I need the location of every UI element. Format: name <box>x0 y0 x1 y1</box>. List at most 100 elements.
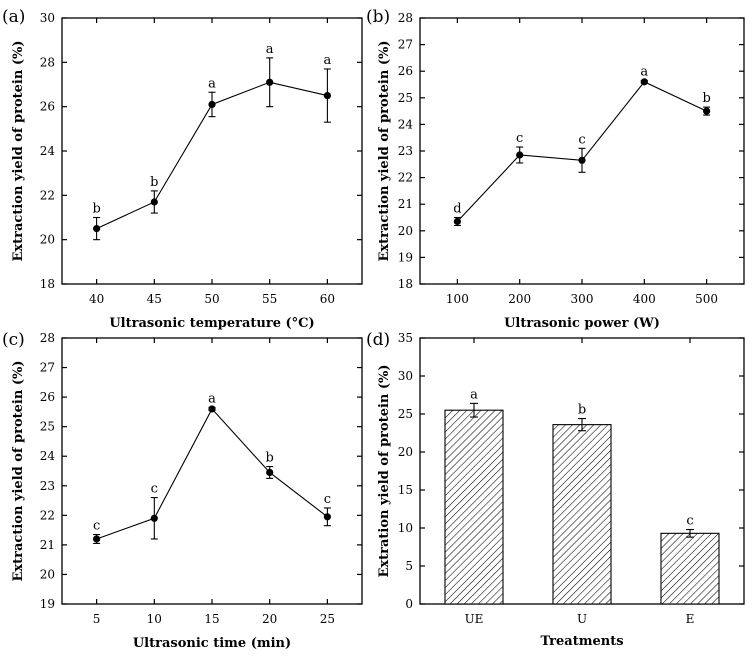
y-tick-label: 23 <box>40 479 55 493</box>
y-tick-label: 25 <box>398 407 413 421</box>
plot-frame <box>61 337 363 605</box>
data-point <box>150 514 158 522</box>
y-tick-label: 22 <box>40 508 55 522</box>
data-point <box>578 156 586 164</box>
panel-letter: (b) <box>366 7 390 27</box>
y-tick-label: 28 <box>40 331 55 345</box>
y-tick-label: 15 <box>398 483 413 497</box>
x-tick-label: 55 <box>262 292 277 306</box>
y-tick-label: 0 <box>405 597 413 611</box>
significance-label: c <box>686 514 693 529</box>
bar <box>444 409 504 605</box>
significance-label: b <box>150 175 158 190</box>
significance-label: c <box>324 492 331 507</box>
y-tick-label: 24 <box>40 449 56 463</box>
x-tick-label: 15 <box>204 612 219 626</box>
plot-frame <box>61 17 363 285</box>
data-point <box>208 405 216 413</box>
x-tick-label: 300 <box>571 292 594 306</box>
data-point <box>453 217 461 226</box>
y-tick-label: 26 <box>40 390 55 404</box>
significance-label: c <box>151 482 158 497</box>
y-tick-label: 18 <box>40 277 55 291</box>
y-tick-label: 25 <box>398 91 413 105</box>
y-tick-label: 20 <box>40 233 55 247</box>
chart-panel-a: (a) 18 20 22 24 26 28 30 40 45 50 55 60 Ultrasonic te… <box>2 7 363 331</box>
y-tick-label: 28 <box>40 55 55 69</box>
y-tick-label: 21 <box>398 197 413 211</box>
significance-label: c <box>93 519 100 534</box>
significance-label: a <box>208 76 216 91</box>
significance-label: a <box>266 42 274 57</box>
significance-label: c <box>516 131 523 146</box>
y-tick-label: 26 <box>398 64 413 78</box>
x-tick-label: 500 <box>695 292 718 306</box>
data-point <box>93 535 101 543</box>
significance-label: b <box>578 403 586 418</box>
y-tick-label: 5 <box>405 559 413 573</box>
x-tick-label: 50 <box>204 292 219 306</box>
significance-label: b <box>702 91 710 106</box>
data-point <box>266 468 274 477</box>
x-axis-label: Treatments <box>540 634 623 649</box>
y-tick-label: 18 <box>398 277 413 291</box>
x-tick-label: U <box>577 612 587 626</box>
y-tick-label: 27 <box>398 38 413 52</box>
data-point <box>323 91 331 100</box>
x-tick-label: 100 <box>446 292 469 306</box>
x-tick-label: 40 <box>89 292 104 306</box>
y-tick-label: 30 <box>398 369 413 383</box>
y-tick-label: 25 <box>40 420 55 434</box>
x-axis-label: Ultrasonic power (W) <box>504 316 660 331</box>
data-point <box>703 107 711 115</box>
x-axis-label: Ultrasonic time (min) <box>133 636 291 651</box>
data-point <box>208 100 216 109</box>
y-tick-label: 24 <box>398 117 414 131</box>
y-tick-label: 22 <box>40 188 55 202</box>
y-tick-label: 19 <box>40 597 55 611</box>
significance-label: a <box>470 387 478 402</box>
data-point <box>93 224 101 233</box>
x-axis-label: Ultrasonic temperature (°C) <box>109 316 314 331</box>
y-tick-label: 26 <box>40 100 55 114</box>
significance-label: b <box>266 451 274 466</box>
chart-panel-b: (b) 18 19 20 21 22 23 24 25 26 27 28 100 200 300 400 500… <box>366 7 745 331</box>
x-tick-label: 45 <box>147 292 162 306</box>
significance-label: a <box>324 53 332 68</box>
y-tick-label: 22 <box>398 171 413 185</box>
data-point <box>150 198 158 206</box>
x-tick-label: 400 <box>633 292 656 306</box>
x-tick-label: 10 <box>147 612 162 626</box>
bar <box>552 424 612 605</box>
y-tick-label: 20 <box>40 567 55 581</box>
y-tick-label: 21 <box>40 538 55 552</box>
significance-label: c <box>578 132 585 147</box>
data-point <box>266 78 274 86</box>
y-axis-label: Extraction yield of protein (%) <box>11 40 26 261</box>
y-axis-label: Extraction yield of protein (%) <box>11 360 26 581</box>
data-point <box>516 151 524 159</box>
bar <box>660 532 720 605</box>
y-tick-label: 30 <box>40 11 55 25</box>
x-tick-label: 60 <box>320 292 335 306</box>
data-point <box>323 513 331 521</box>
y-tick-label: 10 <box>398 521 413 535</box>
x-tick-label: E <box>686 612 695 626</box>
significance-label: a <box>640 65 648 80</box>
significance-label: d <box>453 202 461 217</box>
x-tick-label: UE <box>465 612 484 626</box>
y-tick-label: 19 <box>398 250 413 264</box>
y-tick-label: 23 <box>398 144 413 158</box>
x-tick-label: 200 <box>508 292 531 306</box>
y-tick-label: 35 <box>398 331 413 345</box>
significance-label: b <box>92 202 100 217</box>
y-axis-label: Extration yield of protein (%) <box>377 364 392 577</box>
y-tick-label: 27 <box>40 361 55 375</box>
panel-letter: (c) <box>2 330 25 350</box>
y-tick-label: 20 <box>398 445 413 459</box>
chart-panel-c: (c) 19 20 21 22 23 24 25 26 27 28 5 10 15 20 25 Ultrason… <box>2 330 363 651</box>
series-line <box>96 407 328 540</box>
x-tick-label: 25 <box>320 612 335 626</box>
